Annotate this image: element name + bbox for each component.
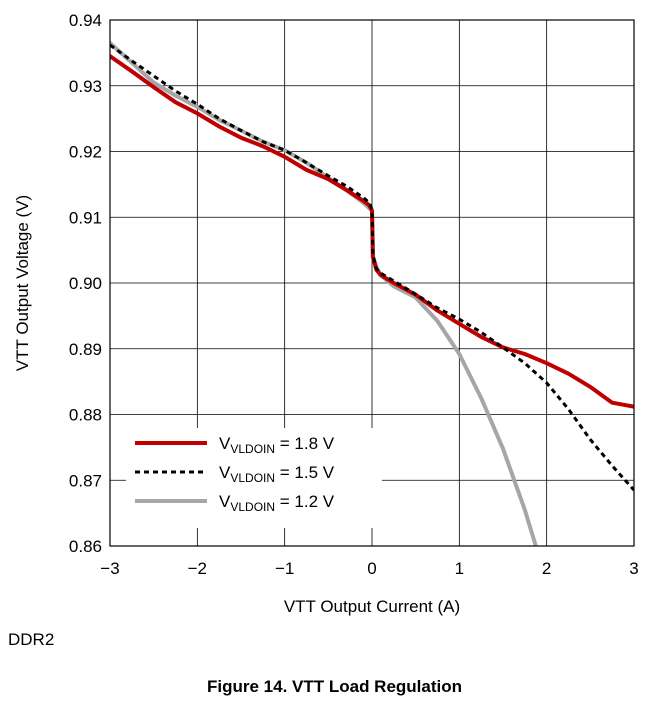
x-tick-label: −1 — [275, 559, 294, 578]
x-tick-label: 2 — [542, 559, 551, 578]
y-axis-title: VTT Output Voltage (V) — [13, 195, 32, 371]
y-tick-label: 0.87 — [69, 471, 102, 490]
x-tick-label: −2 — [188, 559, 207, 578]
legend: VVLDOIN = 1.8 V VVLDOIN = 1.5 V VVLDOIN = … — [126, 428, 382, 528]
y-tick-label: 0.93 — [69, 77, 102, 96]
y-tick-label: 0.89 — [69, 340, 102, 359]
y-tick-label: 0.86 — [69, 537, 102, 556]
series-line-2 — [110, 43, 634, 492]
x-tick-label: 3 — [629, 559, 638, 578]
x-tick-label: 0 — [367, 559, 376, 578]
series-lines — [110, 41, 634, 546]
x-tick-label: −3 — [100, 559, 119, 578]
ddr2-note: DDR2 — [8, 630, 55, 649]
y-tick-label: 0.94 — [69, 11, 102, 30]
y-tick-label: 0.88 — [69, 406, 102, 425]
figure-caption: Figure 14. VTT Load Regulation — [206, 677, 463, 696]
legend-label-3: VVLDOIN = 1.2 V — [219, 492, 335, 514]
legend-label-2: VVLDOIN = 1.5 V — [219, 463, 335, 485]
y-tick-label: 0.90 — [69, 274, 102, 293]
y-tick-label: 0.91 — [69, 208, 102, 227]
plot-frame — [109, 19, 635, 547]
x-tick-label: 1 — [455, 559, 464, 578]
x-axis-title: VTT Output Current (A) — [284, 597, 460, 616]
y-tick-label: 0.92 — [69, 143, 102, 162]
legend-label-1: VVLDOIN = 1.8 V — [219, 434, 335, 456]
load-regulation-chart: −3 −2 −1 0 1 2 3 0.86 0.87 0.88 0.89 0.90 0.91 0.92 0.… — [13, 11, 639, 616]
tick-labels: −3 −2 −1 0 1 2 3 0.86 0.87 0.88 0.89 0.90 0.91 0.92 0.… — [69, 11, 639, 578]
